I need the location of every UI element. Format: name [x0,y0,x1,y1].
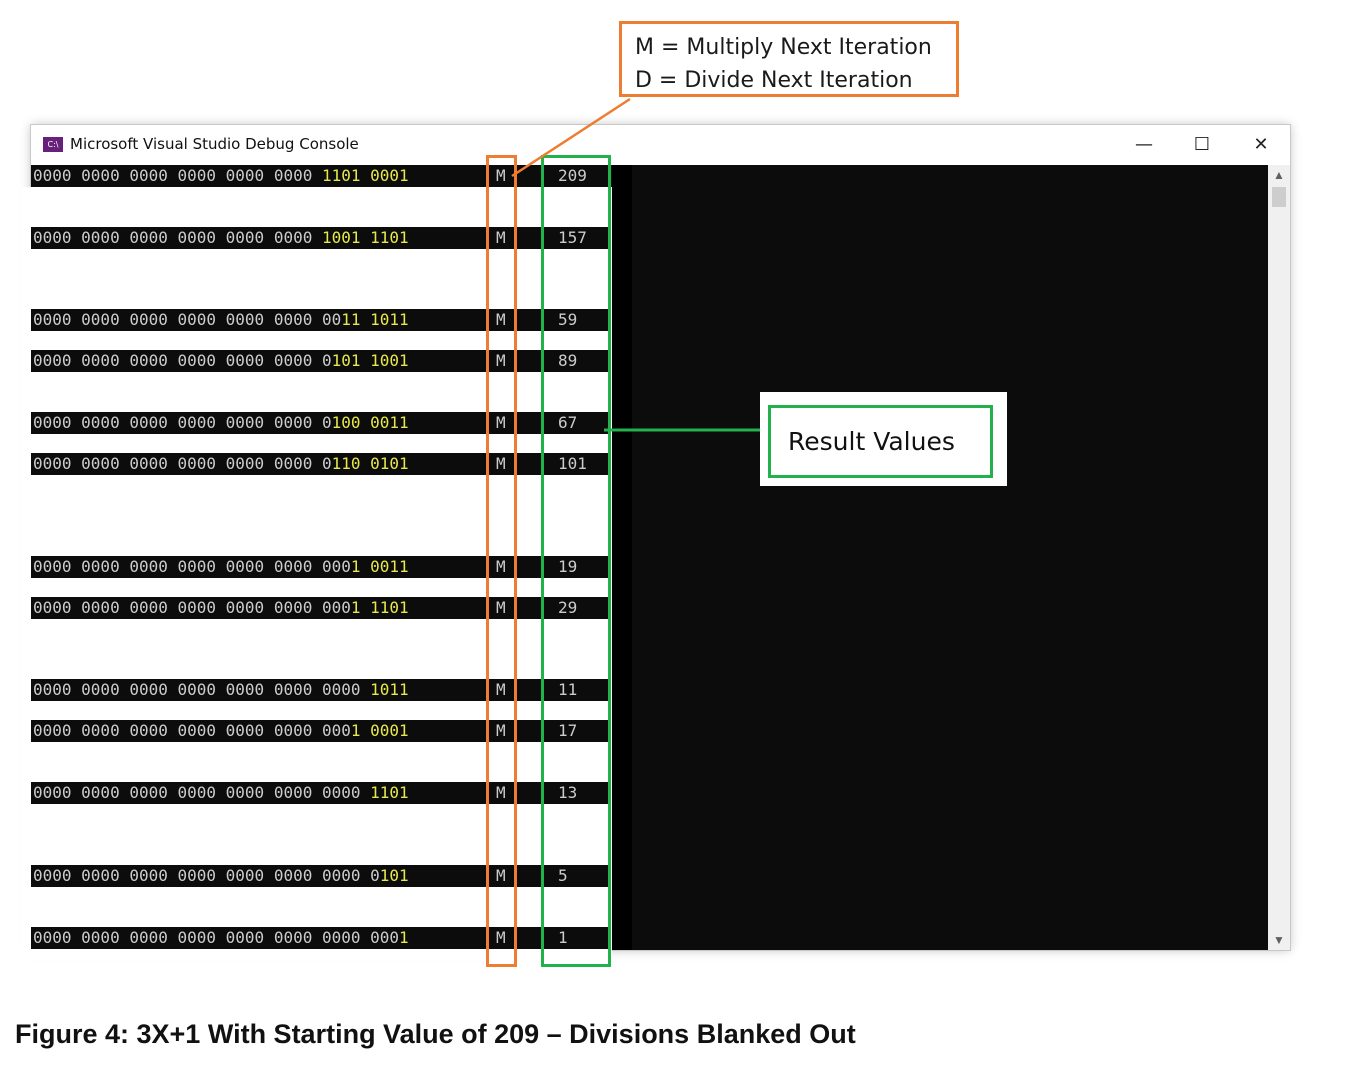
console-row: 0000 0000 0000 0000 0000 0000 0100 0011 M… [31,412,611,434]
legend-divide: D = Divide Next Iteration [635,68,913,93]
binary-significant-bits: 1101 [370,783,409,802]
vertical-scrollbar[interactable]: ▲ ▼ [1268,165,1290,950]
binary-prefix: 0000 0000 0000 0000 0000 0000 000 [33,557,351,576]
binary-bits: 0000 0000 0000 0000 0000 0000 1001 1101 [33,227,409,249]
iteration-flag: M [496,166,506,185]
legend-multiply: M = Multiply Next Iteration [635,35,932,60]
console-row: 0000 0000 0000 0000 0000 0000 0000 1101 M… [31,782,611,804]
binary-significant-bits: 1011 [370,680,409,699]
binary-bits: 0000 0000 0000 0000 0000 0000 0100 0011 [33,412,409,434]
binary-prefix: 0000 0000 0000 0000 0000 0000 000 [33,598,351,617]
binary-significant-bits: 1 [399,928,409,947]
result-value: 89 [558,351,578,370]
binary-prefix: 0000 0000 0000 0000 0000 0000 [33,166,322,185]
iteration-flag: M [496,866,506,885]
result-value: 17 [558,721,578,740]
binary-significant-bits: 1 0011 [350,557,409,576]
console-row: 0000 0000 0000 0000 0000 0000 0000 0001 M… [31,927,611,949]
console-row: 0000 0000 0000 0000 0000 0000 0001 0001 M… [31,720,611,742]
result-column-highlight [541,155,611,967]
binary-prefix: 0000 0000 0000 0000 0000 0000 [33,228,322,247]
iteration-flag: M [496,228,506,247]
console-row: 0000 0000 0000 0000 0000 0000 0001 1101 M… [31,597,611,619]
console-row: 0000 0000 0000 0000 0000 0000 0101 1001 M… [31,350,611,372]
legend-connector-line [511,97,631,178]
binary-prefix: 0000 0000 0000 0000 0000 0000 0000 000 [33,928,400,947]
console-row: 0000 0000 0000 0000 0000 0000 0001 0011 M… [31,556,611,578]
iteration-flag: M [496,680,506,699]
result-value: 19 [558,557,578,576]
iteration-flag: M [496,454,506,473]
iteration-flag: M [496,928,506,947]
binary-significant-bits: 101 [379,866,409,885]
binary-bits: 0000 0000 0000 0000 0000 0000 0101 1001 [33,350,409,372]
console-app-icon: C:\ [43,137,63,152]
scroll-up-arrow-icon[interactable]: ▲ [1273,168,1285,182]
result-value: 29 [558,598,578,617]
close-button[interactable]: ✕ [1253,134,1269,155]
figure-caption: Figure 4: 3X+1 With Starting Value of 20… [15,1019,856,1049]
binary-significant-bits: 101 1001 [331,351,409,370]
console-row: 0000 0000 0000 0000 0000 0000 1101 0001 M… [31,165,611,187]
binary-significant-bits: 100 0011 [331,413,409,432]
scroll-thumb[interactable] [1272,187,1286,207]
title-bar[interactable]: C:\ Microsoft Visual Studio Debug Consol… [31,125,1290,165]
binary-bits: 0000 0000 0000 0000 0000 0000 0001 0011 [33,556,409,578]
binary-bits: 0000 0000 0000 0000 0000 0000 1101 0001 [33,165,409,187]
legend-callout: M = Multiply Next Iteration D = Divide N… [619,21,959,97]
binary-prefix: 0000 0000 0000 0000 0000 0000 0 [33,351,332,370]
binary-significant-bits: 1101 0001 [321,166,409,185]
binary-prefix: 0000 0000 0000 0000 0000 0000 0 [33,454,332,473]
binary-prefix: 0000 0000 0000 0000 0000 0000 0000 0 [33,866,380,885]
binary-prefix: 0000 0000 0000 0000 0000 0000 0000 [33,680,371,699]
console-row: 0000 0000 0000 0000 0000 0000 0000 1011 M… [31,679,611,701]
binary-prefix: 0000 0000 0000 0000 0000 0000 0000 [33,783,371,802]
binary-bits: 0000 0000 0000 0000 0000 0000 0110 0101 [33,453,409,475]
iteration-flag: M [496,413,506,432]
console-row: 0000 0000 0000 0000 0000 0000 1001 1101 M… [31,227,611,249]
binary-significant-bits: 110 0101 [331,454,409,473]
binary-significant-bits: 1001 1101 [321,228,409,247]
minimize-button[interactable]: — [1135,134,1153,155]
result-value: 101 [558,454,587,473]
result-value: 11 [558,680,578,699]
result-value: 157 [558,228,587,247]
result-value: 209 [558,166,587,185]
iteration-flag: M [496,351,506,370]
maximize-button[interactable]: ☐ [1193,134,1211,155]
binary-bits: 0000 0000 0000 0000 0000 0000 0000 0101 [33,865,409,887]
binary-significant-bits: 1 1101 [350,598,409,617]
binary-bits: 0000 0000 0000 0000 0000 0000 0000 1011 [33,679,409,701]
result-value: 13 [558,783,578,802]
console-row: 0000 0000 0000 0000 0000 0000 0011 1011 M… [31,309,611,331]
result-values-callout: Result Values [768,405,993,478]
scroll-down-arrow-icon[interactable]: ▼ [1273,933,1285,947]
console-edge-strip [612,165,632,950]
console-row: 0000 0000 0000 0000 0000 0000 0000 0101 M… [31,865,611,887]
iteration-flag: M [496,557,506,576]
binary-bits: 0000 0000 0000 0000 0000 0000 0001 0001 [33,720,409,742]
binary-prefix: 0000 0000 0000 0000 0000 0000 00 [33,310,342,329]
result-value: 59 [558,310,578,329]
binary-prefix: 0000 0000 0000 0000 0000 0000 000 [33,721,351,740]
result-value: 1 [558,928,568,947]
flag-column-highlight [486,155,517,967]
iteration-flag: M [496,783,506,802]
iteration-flag: M [496,310,506,329]
window-title: Microsoft Visual Studio Debug Console [70,135,359,153]
binary-bits: 0000 0000 0000 0000 0000 0000 0001 1101 [33,597,409,619]
binary-significant-bits: 11 1011 [341,310,409,329]
binary-bits: 0000 0000 0000 0000 0000 0000 0011 1011 [33,309,409,331]
binary-bits: 0000 0000 0000 0000 0000 0000 0000 1101 [33,782,409,804]
result-value: 67 [558,413,578,432]
iteration-flag: M [496,598,506,617]
console-row: 0000 0000 0000 0000 0000 0000 0110 0101 M… [31,453,611,475]
iteration-flag: M [496,721,506,740]
binary-prefix: 0000 0000 0000 0000 0000 0000 0 [33,413,332,432]
result-value: 5 [558,866,568,885]
binary-bits: 0000 0000 0000 0000 0000 0000 0000 0001 [33,927,409,949]
binary-significant-bits: 1 0001 [350,721,409,740]
